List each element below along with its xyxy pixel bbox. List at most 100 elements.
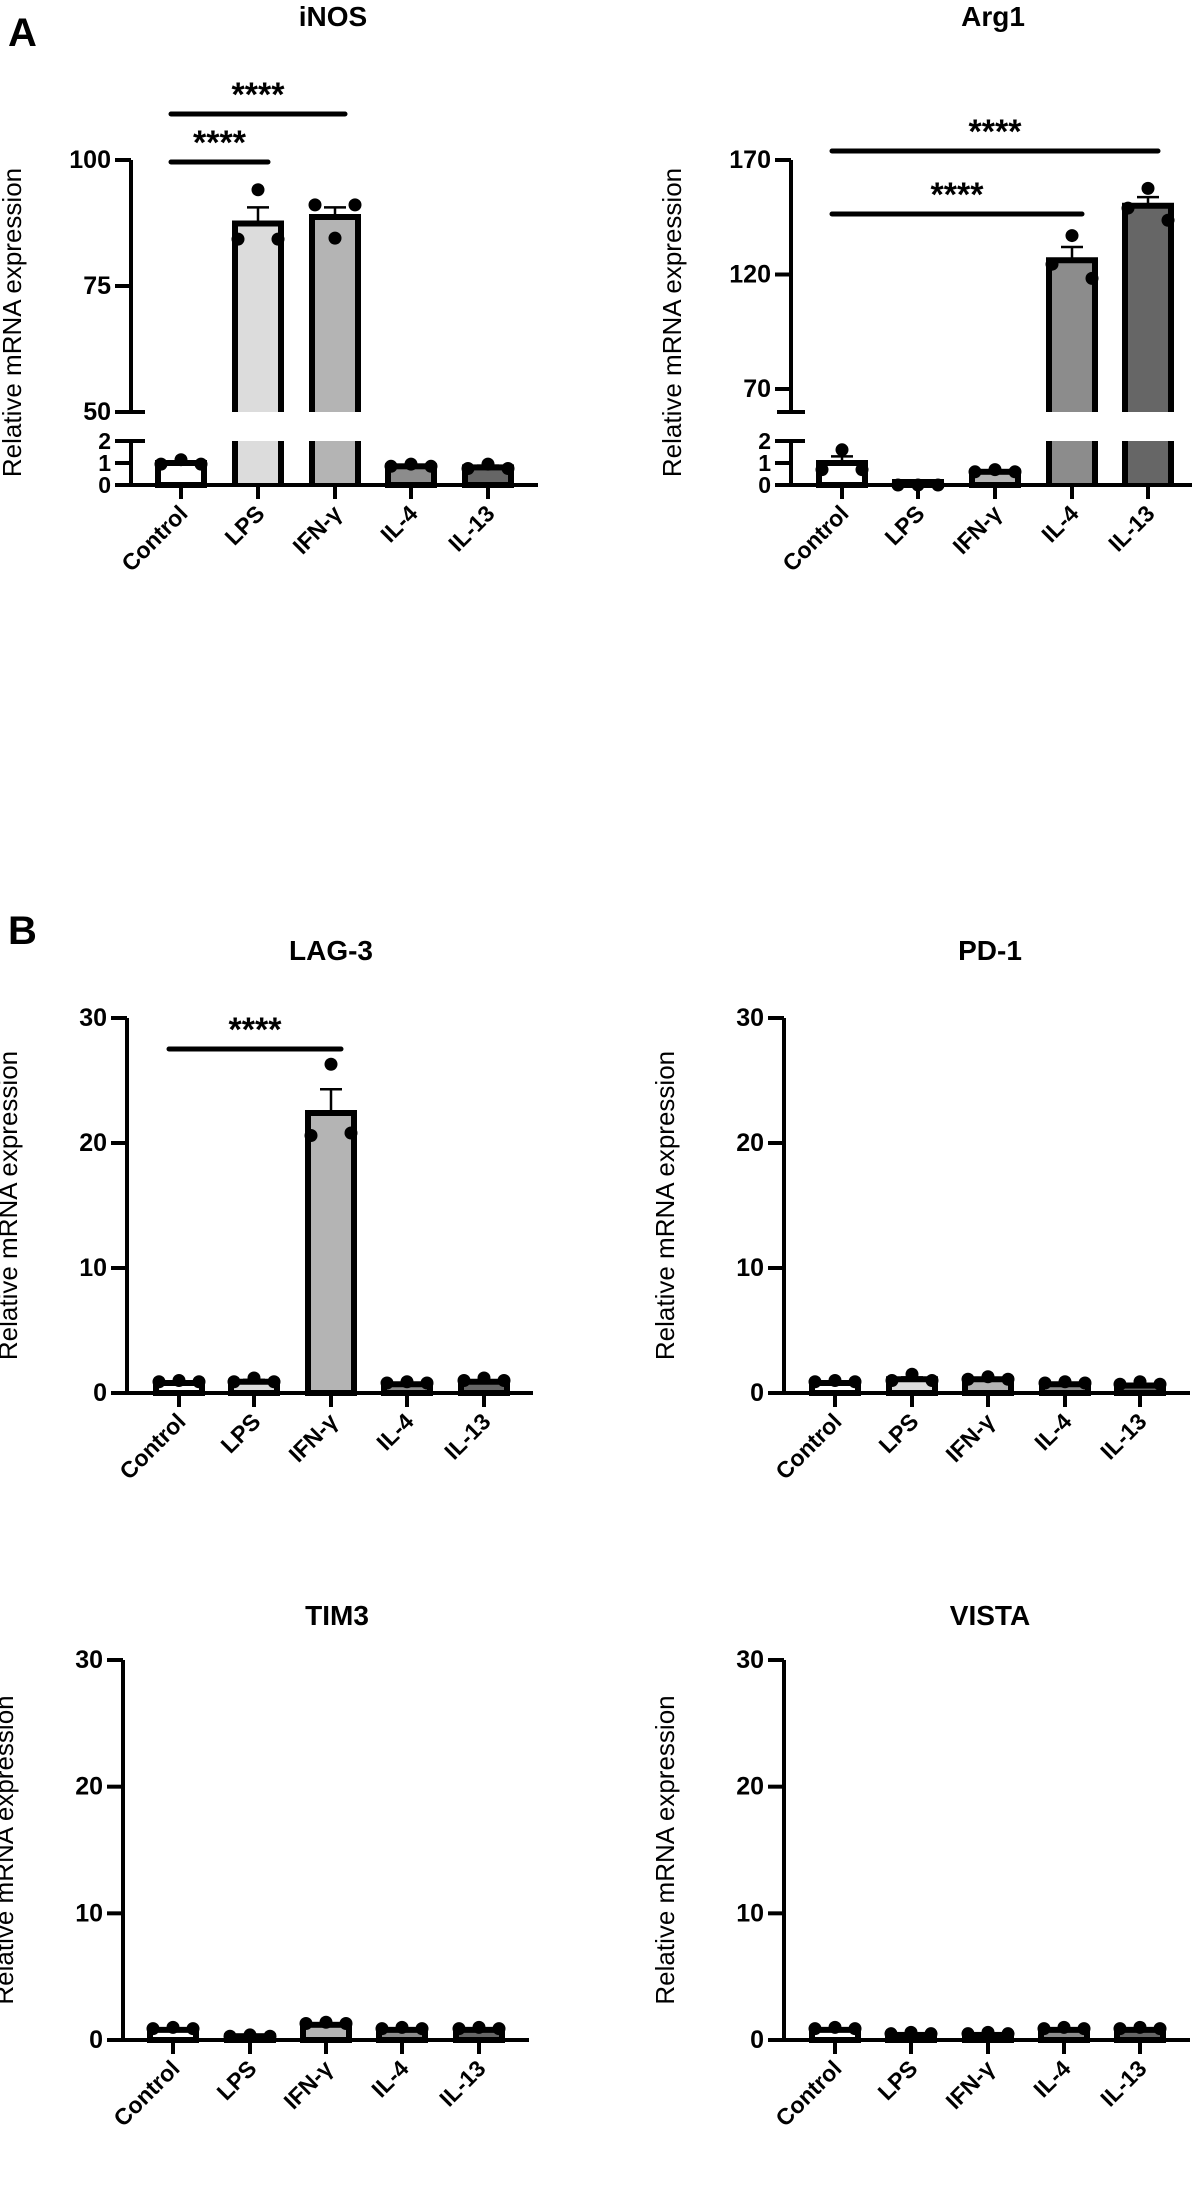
chart-inos: iNOS Relative mRNA expression 50 75 100 012 Co… <box>0 1 538 576</box>
y-tick-label: 0 <box>89 2026 103 2054</box>
y-axis-label: Relative mRNA expression <box>0 168 27 477</box>
chart-vista: VISTA Relative mRNA expression 0 10 20 30 Cont… <box>650 1600 1190 2131</box>
x-tick-label: IFN-γ <box>283 1408 342 1467</box>
data-point <box>1057 2020 1071 2034</box>
bar <box>235 223 281 412</box>
data-point <box>400 1375 414 1389</box>
data-point <box>146 2022 160 2036</box>
bar-outline <box>232 441 284 485</box>
chart-lag-3: LAG-3 Relative mRNA expression 0 10 20 30 Cont… <box>0 935 533 1484</box>
error-bar <box>320 1088 342 1113</box>
data-point <box>461 462 475 475</box>
data-point <box>380 1376 394 1390</box>
x-tick-label: IL-4 <box>371 1408 418 1455</box>
data-point <box>904 2025 918 2039</box>
x-tick-label: IFN-γ <box>940 2055 999 2114</box>
bar <box>1049 260 1095 412</box>
data-point <box>885 1374 899 1387</box>
data-point <box>472 2020 486 2034</box>
data-point <box>348 198 362 212</box>
bar-lower-segment <box>1049 441 1095 485</box>
data-point <box>961 2027 975 2041</box>
y-tick-label: 0 <box>93 1379 107 1407</box>
panel-letter-a: A <box>8 11 37 55</box>
y-tick-label: 10 <box>75 1899 103 1927</box>
x-tick-label: IL-13 <box>1103 500 1159 556</box>
data-point <box>1113 1377 1127 1391</box>
bar-outline <box>1046 441 1098 485</box>
y-tick-label: 50 <box>83 398 111 426</box>
bar <box>1125 205 1171 412</box>
y-tick-label: 20 <box>75 1773 103 1801</box>
data-point <box>328 231 342 245</box>
y-axis-label: Relative mRNA expression <box>650 1051 680 1360</box>
data-point <box>227 1375 241 1389</box>
significance-stars: **** <box>229 1011 283 1049</box>
data-point <box>1038 1376 1052 1390</box>
significance-stars: **** <box>193 124 247 162</box>
y-axis-label: Relative mRNA expression <box>0 1051 23 1360</box>
bar-lower-segment <box>312 441 358 485</box>
bar-outline <box>1122 441 1174 485</box>
x-tick-label: IL-4 <box>366 2055 413 2102</box>
x-tick-label: IL-13 <box>434 2055 490 2111</box>
data-point <box>420 1376 434 1390</box>
data-point <box>497 1374 511 1387</box>
data-point <box>848 2022 862 2036</box>
y-tick-label: 1 <box>758 450 771 476</box>
x-tick-label: Control <box>777 500 853 576</box>
data-point <box>884 2027 898 2041</box>
data-point <box>1065 229 1079 243</box>
data-point <box>981 1370 995 1384</box>
data-point <box>1078 1376 1092 1390</box>
y-tick-label: 0 <box>98 472 111 498</box>
data-point <box>166 2020 180 2034</box>
data-point <box>344 1126 358 1140</box>
x-tick-label: IL-4 <box>1029 1408 1076 1455</box>
error-bar <box>1137 195 1159 206</box>
chart-title: LAG-3 <box>289 935 373 966</box>
data-point <box>808 2022 822 2036</box>
y-tick-label: 30 <box>75 1646 103 1674</box>
data-point <box>308 198 322 212</box>
y-tick-label: 20 <box>736 1773 764 1801</box>
x-tick-label: LPS <box>873 2055 923 2105</box>
y-tick-label: 0 <box>750 1379 764 1407</box>
chart-title: PD-1 <box>958 935 1022 966</box>
data-point <box>501 462 515 475</box>
y-tick-label: 10 <box>736 1899 764 1927</box>
data-point <box>299 2017 313 2031</box>
data-point <box>251 183 265 197</box>
data-point <box>1077 2022 1091 2036</box>
chart-title: TIM3 <box>305 1600 369 1631</box>
data-point <box>404 457 418 471</box>
data-point <box>319 2015 333 2029</box>
bar-outline <box>309 441 361 485</box>
x-tick-label: LPS <box>874 1408 924 1458</box>
y-tick-label: 75 <box>83 272 111 300</box>
data-point <box>1037 2022 1051 2036</box>
x-tick-label: Control <box>116 500 192 576</box>
data-point <box>375 2022 389 2036</box>
y-tick-label: 20 <box>736 1129 764 1157</box>
significance-stars: **** <box>931 176 985 214</box>
data-point <box>1153 2022 1167 2036</box>
data-point <box>981 2025 995 2039</box>
chart-pd-1: PD-1 Relative mRNA expression 0 10 20 30 Contr… <box>650 935 1190 1484</box>
x-tick-label: LPS <box>220 500 270 550</box>
data-point <box>492 2022 506 2036</box>
x-tick-label: Control <box>770 2055 846 2131</box>
y-tick-label: 0 <box>750 2026 764 2054</box>
data-point <box>1045 257 1059 271</box>
y-tick-label: 170 <box>729 146 771 174</box>
data-point <box>267 1375 281 1389</box>
data-point <box>905 1367 919 1381</box>
data-point <box>304 1129 318 1142</box>
y-tick-label: 30 <box>736 1646 764 1674</box>
data-point <box>154 457 168 471</box>
data-point <box>828 2020 842 2034</box>
data-point <box>1153 1377 1167 1391</box>
y-tick-label: 120 <box>729 261 771 289</box>
x-tick-label: LPS <box>212 2055 262 2105</box>
error-bar <box>324 206 346 217</box>
